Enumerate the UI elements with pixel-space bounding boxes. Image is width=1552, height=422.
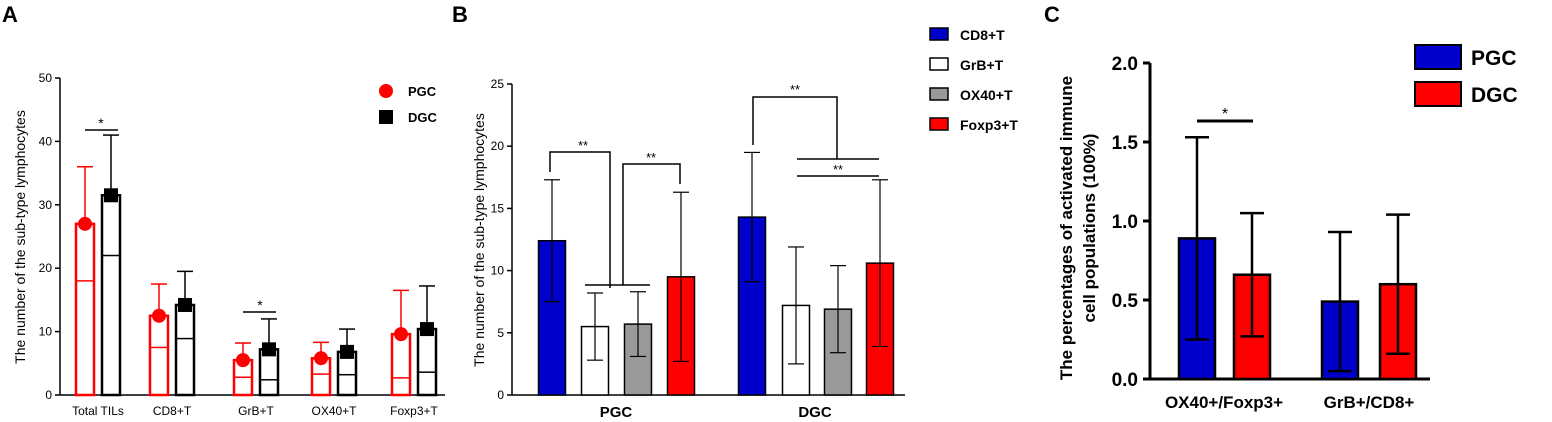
panel-b-legend-label: CD8+T [960,27,1005,43]
panel-c-legend-swatch-pgc [1414,44,1462,70]
panel-b-legend-swatch [929,57,949,71]
panel-b-legend-label: GrB+T [960,57,1004,73]
panel-letter-b: B [452,2,468,27]
panel-b-legend-swatch [929,117,949,131]
panel-a-marker-pgc [152,308,166,323]
panel-a-y-tick-label: 0 [45,388,52,402]
panel-a-x-tick-label: Foxp3+T [390,404,438,418]
panel-a-marker-dgc [178,297,192,312]
panel-a-marker-dgc [104,188,118,203]
panel-b-x-tick-label: DGC [798,404,832,421]
panel-letter-a: A [2,2,18,27]
panel-a-x-tick-label: OX40+T [311,404,357,418]
panel-a-marker-pgc [236,353,250,368]
panel-a-x-tick-label: CD8+T [153,404,192,418]
panel-a-bar-dgc [416,327,438,397]
panel-a-marker-dgc [340,344,354,359]
panel-c-y-label-line2: cell populations (100%) [1080,134,1099,323]
panel-a-y-tick-label: 20 [39,261,53,275]
panel-a-marker-pgc [394,327,408,342]
panel-a-marker-pgc [314,351,328,366]
panel-b-sig-star: ** [578,138,588,153]
panel-a-sig-star: * [257,297,263,313]
panel-b-sig-star: ** [646,150,656,165]
panel-a-bar-pgc [148,314,170,397]
panel-a-y-label: The number of the sub-type lymphocytes [12,110,28,364]
panel-c-chart: 0.0 0.5 1.0 1.5 2.0 The percentages of activa… [1057,44,1518,412]
panel-b-legend-label: Foxp3+T [960,117,1018,133]
panel-a-y-tick-label: 40 [39,134,53,148]
panel-a-legend-label: PGC [408,84,437,99]
panel-c-y-label-line1: The percentages of activated immune [1057,76,1076,380]
panel-a-bar-dgc [100,194,122,397]
panel-a-marker-pgc [78,216,92,231]
panel-b-sig-bracket [752,96,838,159]
panel-b-legend-swatch [929,27,949,41]
panel-b-y-tick-label: 10 [491,264,505,278]
panel-b-sig-bracket [549,151,611,288]
panel-a-x-tick-label: GrB+T [238,404,274,418]
panel-a-legend-marker-dgc [379,110,393,124]
panel-c-x-tick-label: OX40+/Foxp3+ [1165,393,1283,412]
panel-b-x-tick-label: PGC [600,404,633,421]
panel-c-y-tick-label: 0.5 [1112,291,1139,312]
panel-b-sig-bracket [622,163,681,285]
panel-a-y-tick-label: 30 [39,198,53,212]
panel-a-x-tick-label: Total TILs [72,404,124,418]
panel-c-y-tick-label: 1.5 [1112,133,1139,154]
panel-a-y-tick-label: 50 [39,71,53,85]
panel-a-legend-marker-pgc [379,84,393,98]
panel-a-bar-dgc [174,303,196,397]
panel-b-y-label: The number of the sub-type lymphocytes [471,113,487,367]
panel-a-marker-dgc [420,322,434,337]
panel-b-y-tick-label: 25 [491,77,505,91]
panel-a-legend-label: DGC [408,110,438,125]
panel-b-legend-swatch [929,87,949,101]
panel-b-y-tick-label: 5 [497,326,504,340]
panel-b-y-tick-label: 20 [491,139,505,153]
panel-c-y-tick-label: 2.0 [1112,54,1138,75]
panel-b-chart: 0 5 10 15 20 25 The number of the sub-type lym… [471,27,1018,421]
panel-a-chart: 0 10 20 30 40 50 The number of the sub-type ly… [12,71,445,418]
panel-b-y-tick-label: 15 [491,201,505,215]
panel-c-legend-swatch-dgc [1414,81,1462,107]
panel-c-y-tick-label: 0.0 [1112,370,1138,391]
panel-b-sig-star: ** [790,82,800,97]
panel-a-y-tick-label: 10 [39,325,53,339]
panel-a-bar-pgc [390,332,412,397]
panel-b-y-tick-label: 0 [497,388,504,402]
panel-a-sig-star: * [98,115,104,131]
panel-b-legend-label: OX40+T [960,87,1013,103]
panel-a-bar-pgc [74,222,96,397]
panel-letter-c: C [1044,2,1060,27]
panel-c-x-tick-label: GrB+/CD8+ [1324,393,1415,412]
panel-c-legend-label: DGC [1471,84,1518,107]
panel-c-y-tick-label: 1.0 [1112,212,1138,233]
panel-c-sig-star: * [1222,106,1228,123]
panel-c-legend-label: PGC [1471,47,1517,70]
panel-b-sig-star: ** [833,162,843,177]
panel-a-marker-dgc [262,342,276,357]
